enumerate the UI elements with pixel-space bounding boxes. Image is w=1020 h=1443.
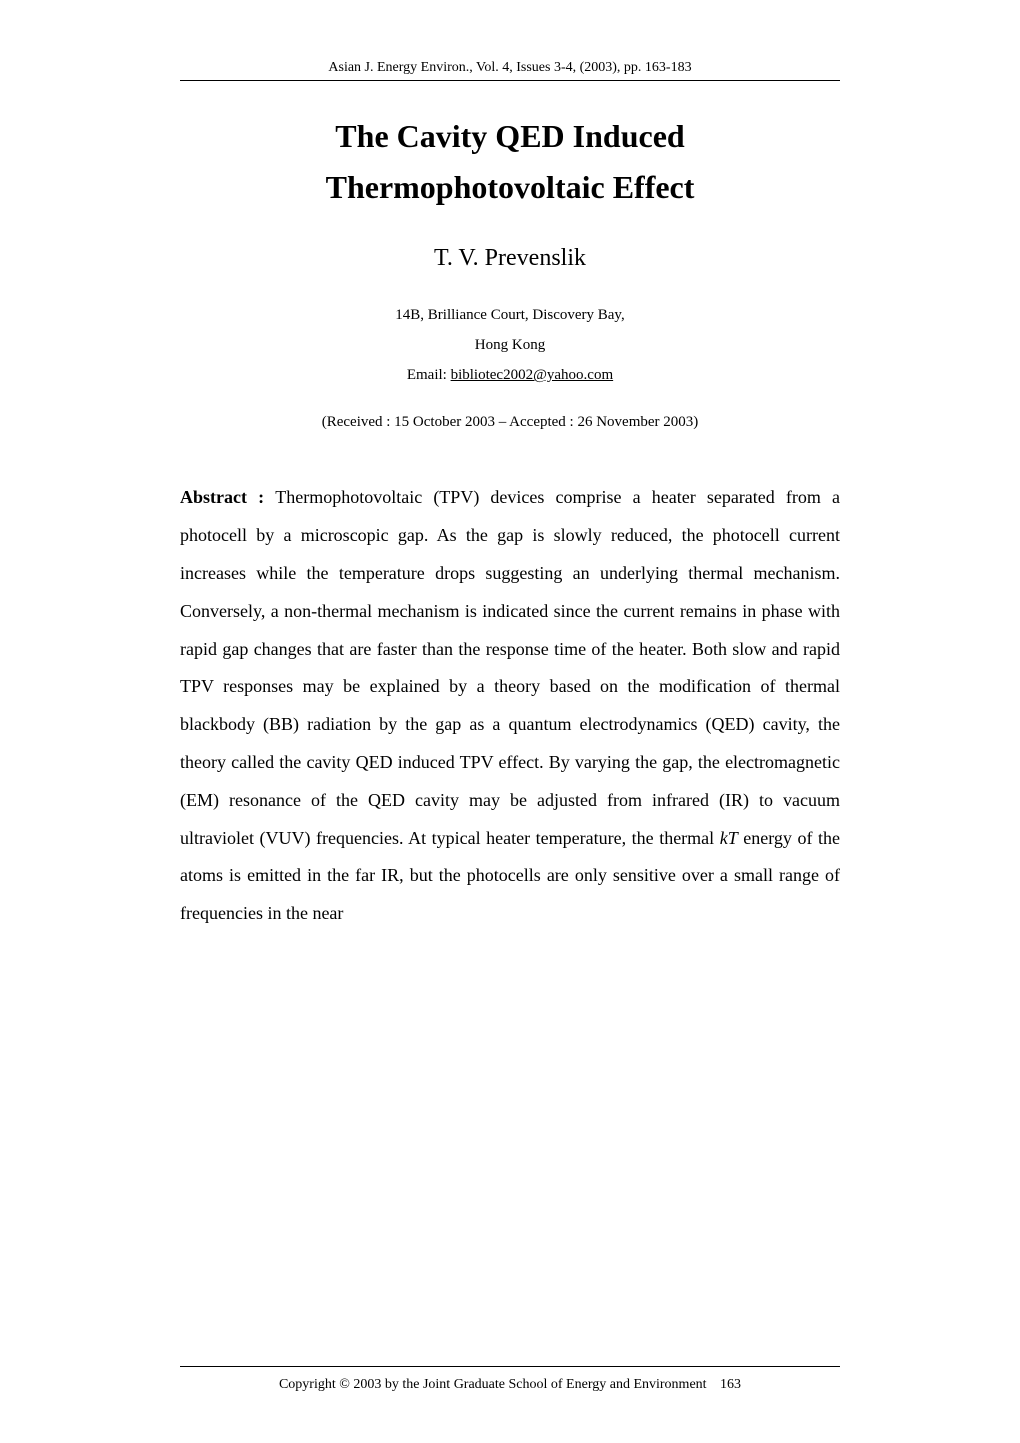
page-footer: Copyright © 2003 by the Joint Graduate S… xyxy=(180,1366,840,1393)
footer-text: Copyright © 2003 by the Joint Graduate S… xyxy=(180,1377,840,1393)
header-rule xyxy=(180,80,840,81)
page-container: Asian J. Energy Environ., Vol. 4, Issues… xyxy=(0,0,1020,933)
title-line-2: Thermophotovoltaic Effect xyxy=(326,169,695,205)
abstract-kT-italic: kT xyxy=(720,828,738,848)
email-line: Email: bibliotec2002@yahoo.com xyxy=(180,360,840,390)
affiliation-line-2: Hong Kong xyxy=(180,330,840,360)
page-number: 163 xyxy=(720,1377,741,1392)
abstract-label: Abstract : xyxy=(180,487,275,507)
received-accepted-dates: (Received : 15 October 2003 – Accepted :… xyxy=(180,414,840,431)
email-label: Email: xyxy=(407,367,451,383)
affiliation-line-1: 14B, Brilliance Court, Discovery Bay, xyxy=(180,300,840,330)
affiliation-block: 14B, Brilliance Court, Discovery Bay, Ho… xyxy=(180,300,840,390)
email-address: bibliotec2002@yahoo.com xyxy=(451,367,614,383)
abstract-paragraph: Abstract : Thermophotovoltaic (TPV) devi… xyxy=(180,479,840,933)
paper-title: The Cavity QED Induced Thermophotovoltai… xyxy=(180,111,840,213)
title-line-1: The Cavity QED Induced xyxy=(335,118,684,154)
footer-rule xyxy=(180,1366,840,1367)
running-head: Asian J. Energy Environ., Vol. 4, Issues… xyxy=(180,60,840,76)
abstract-body-part-1: Thermophotovoltaic (TPV) devices compris… xyxy=(180,487,840,847)
copyright-text: Copyright © 2003 by the Joint Graduate S… xyxy=(279,1377,707,1392)
author-name: T. V. Prevenslik xyxy=(180,245,840,272)
